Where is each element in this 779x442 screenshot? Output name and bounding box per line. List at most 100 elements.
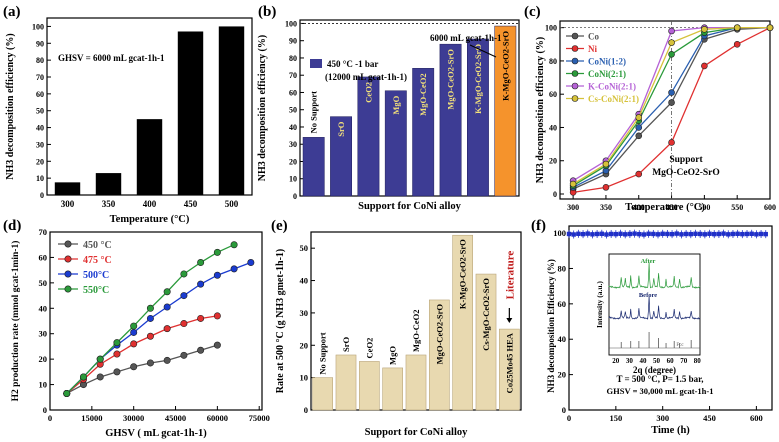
bar-label: K-MgO-CeO2-SrO (500, 31, 510, 101)
data-point (146, 304, 154, 312)
y-tick-label: 60 (549, 90, 557, 99)
y-tick-label: 100 (553, 228, 566, 238)
data-point (602, 184, 610, 191)
x-tick-label: 450 (184, 199, 198, 209)
y-tick-label: 40 (36, 124, 44, 133)
y-tick-label: 40 (549, 123, 557, 132)
data-point (96, 355, 104, 363)
legend-label: Co (588, 32, 599, 42)
panel-label: (c) (524, 4, 541, 20)
x-tick-label: 350 (102, 199, 116, 209)
bar (330, 116, 352, 197)
xrd-pattern (608, 295, 701, 320)
bar (494, 25, 517, 197)
data-point (146, 359, 154, 367)
y-tick-label: 60 (36, 90, 44, 99)
literature-label: Literature (504, 251, 516, 300)
y-tick-label: 40 (558, 334, 567, 344)
data-point (113, 350, 121, 358)
data-point (247, 259, 255, 267)
data-point (668, 99, 675, 106)
series (569, 24, 774, 188)
y-tick-label: 80 (549, 57, 557, 66)
bar (405, 354, 427, 411)
series (63, 341, 221, 397)
bar (384, 90, 407, 197)
bar (312, 377, 333, 411)
y-tick-label: 0 (43, 405, 47, 415)
bar (357, 76, 380, 197)
bar (302, 137, 325, 197)
data-point (163, 356, 171, 364)
data-point (180, 292, 188, 300)
bar (177, 31, 204, 195)
legend-label: CoNi(1:2) (588, 57, 626, 67)
data-point (569, 180, 577, 188)
inset-label-before: Before (639, 292, 657, 299)
legend-label: CoNi(2:1) (588, 69, 626, 79)
data-point (146, 332, 154, 340)
y-tick-label: 80 (289, 54, 297, 63)
x-tick-label: 150 (609, 413, 622, 423)
data-point (701, 62, 708, 70)
x-tick-label: 600 (764, 203, 776, 212)
legend-marker (571, 70, 579, 77)
y-tick-label: 60 (558, 299, 567, 309)
x-tick-label: 400 (633, 203, 645, 212)
legend-label: K-CoNi(2:1) (588, 82, 636, 92)
y-tick-label: 70 (289, 71, 297, 80)
legend-marker (571, 32, 579, 40)
data-point (197, 280, 205, 288)
x-tick-label: 500 (698, 203, 710, 212)
legend-label: Cs-CoNi(2:1) (588, 94, 639, 104)
x-tick-label: 500 (225, 199, 239, 209)
x-tick-label: 300 (61, 199, 75, 209)
inset-x-tick-label: 50 (653, 357, 661, 365)
y-tick-label: 10 (289, 175, 297, 184)
panel-label: (e) (271, 218, 288, 234)
inset-x-tick-label: 20 (612, 357, 620, 365)
data-point (163, 303, 171, 311)
data-point (668, 139, 675, 146)
bar (498, 328, 520, 411)
x-tick-label: 300 (656, 413, 669, 423)
x-tick-label: 0 (48, 413, 52, 423)
series (566, 229, 768, 239)
bar-label: CeO2 (363, 82, 373, 103)
x-tick-label: 60000 (207, 413, 228, 423)
x-tick-label: 0 (567, 413, 571, 423)
inset-x-tick-label: 80 (694, 357, 702, 365)
ghsv-annotation: 6000 mL gcat-1h-1 (430, 33, 502, 43)
y-tick-label: 70 (39, 227, 48, 237)
bar-label: MgO-CeO2 (418, 73, 428, 116)
bar-label: MgO-CeO2 (411, 309, 421, 352)
y-tick-label: 40 (300, 276, 309, 286)
bar (439, 43, 462, 197)
x-tick-label: 30000 (123, 413, 144, 423)
data-point (180, 320, 188, 328)
data-point (635, 170, 643, 178)
x-tick-label: 550 (731, 203, 743, 212)
y-tick-label: 60 (289, 88, 297, 97)
data-point (668, 50, 675, 58)
bar (428, 299, 450, 411)
data-point (668, 27, 675, 35)
x-tick-label: 450 (703, 413, 716, 423)
data-point (213, 312, 221, 320)
data-point (213, 341, 221, 349)
y-tick-label: 30 (36, 140, 44, 149)
x-tick-label: 300 (567, 203, 579, 212)
x-axis-label: Temperature (°C) (625, 202, 705, 213)
x-axis-label: Support for CoNi alloy (365, 427, 469, 438)
data-point (197, 259, 205, 267)
x-tick-label: 350 (600, 203, 612, 212)
y-tick-label: 20 (300, 340, 309, 350)
series (63, 241, 238, 397)
y-tick-label: 30 (289, 140, 297, 149)
data-point (733, 24, 741, 31)
panel-a: 0 10 20 30 40 50 60 70 80 90 100 300 350 400 450 500 Tem… (3, 4, 253, 225)
data-point (163, 288, 171, 296)
bar-label: MgO-CeO2-SrO (434, 304, 444, 365)
y-tick-label: 0 (562, 405, 566, 415)
